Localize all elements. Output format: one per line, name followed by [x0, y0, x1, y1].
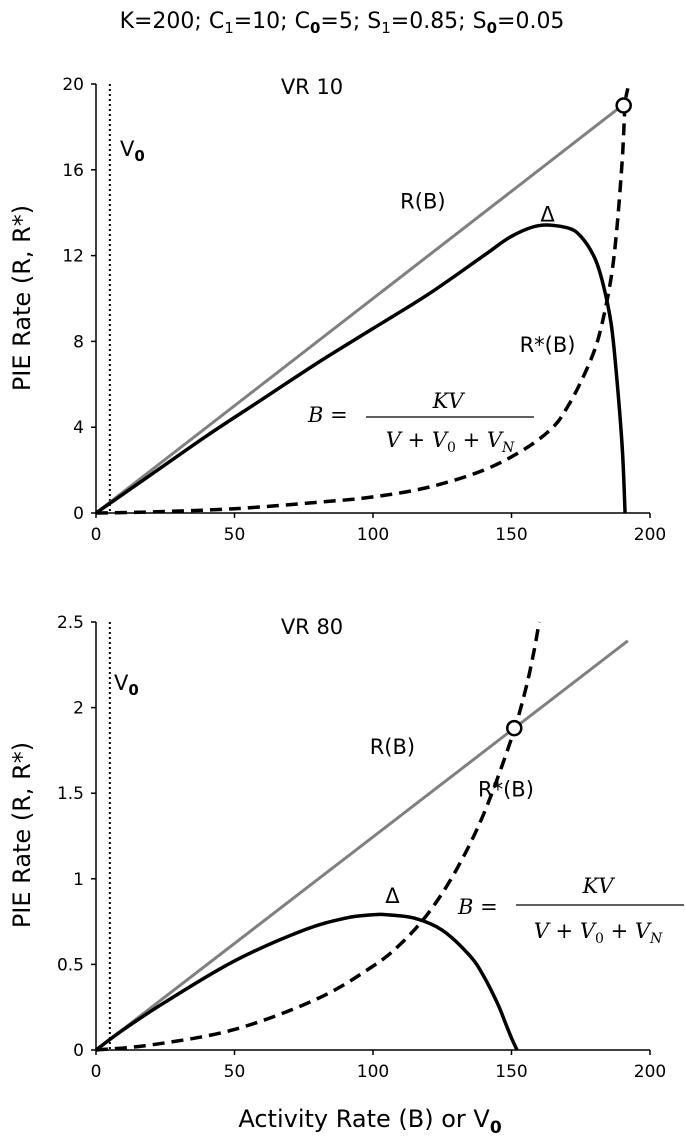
x-tick-label: 0: [91, 1062, 102, 1082]
formula-denominator: V + V0 + VN: [534, 919, 663, 947]
x-tick-labels: 0 50 100 150 200: [91, 1062, 667, 1082]
series-r-star-curve: [95, 87, 630, 515]
x-tick-label: 50: [224, 1062, 246, 1082]
annotation-delta: Δ: [385, 884, 400, 908]
x-axis-label: Activity Rate (B) or V0: [238, 1105, 501, 1138]
y-tick-label: 20: [62, 75, 84, 95]
tick-marks: [91, 83, 651, 518]
series-delta-curve: [94, 223, 627, 515]
x-tick-label: 200: [634, 525, 666, 545]
y-tick-label: 8: [73, 332, 84, 352]
series-r-star-curve: [95, 621, 541, 1052]
chart-title: VR 80: [281, 615, 343, 639]
annotation-r-of-b: R(B): [370, 735, 415, 759]
chart-panel-vr80: VR 80 PIE Rate (R, R*) 0 0.5 1 1.5 2 2.5 0 50 1…: [8, 613, 684, 1138]
chart-panel-vr10: VR 10 PIE Rate (R, R*) 0 4 8 12 16 20 0 50 100 1…: [8, 75, 666, 545]
formula-box: B = KV V + V0 + VN: [307, 389, 534, 456]
formula-numerator: KV: [582, 874, 616, 898]
series-delta-curve: [94, 912, 519, 1052]
formula-denominator: V + V0 + VN: [386, 428, 515, 456]
annotation-r-of-b: R(B): [400, 189, 445, 213]
x-tick-labels: 0 50 100 150 200: [91, 525, 667, 545]
figure-header: K=200; C1=10; C0=5; S1=0.85; S0=0.05: [120, 9, 565, 37]
y-tick-label: 12: [62, 247, 84, 267]
v0-label: V0: [120, 137, 145, 165]
y-tick-label: 4: [73, 418, 84, 438]
y-tick-labels: 0 4 8 12 16 20: [62, 75, 84, 524]
y-tick-label: 1.5: [57, 784, 84, 804]
chart-title: VR 10: [281, 75, 343, 99]
formula-lhs: B =: [457, 895, 498, 919]
annotation-r-star: R*(B): [478, 778, 534, 802]
y-tick-label: 0: [73, 504, 84, 524]
y-axis-label: PIE Rate (R, R*): [8, 742, 36, 928]
tick-marks: [91, 621, 651, 1055]
formula-lhs: B =: [307, 403, 348, 427]
x-tick-label: 150: [495, 1062, 527, 1082]
y-tick-label: 16: [62, 161, 84, 181]
annotation-delta: Δ: [540, 202, 555, 226]
formula-box: B = KV V + V0 + VN: [457, 874, 684, 947]
y-tick-label: 2: [73, 699, 84, 719]
x-tick-label: 100: [357, 525, 389, 545]
annotation-r-star: R*(B): [520, 333, 576, 357]
y-tick-label: 2.5: [57, 613, 84, 633]
y-tick-labels: 0 0.5 1 1.5 2 2.5: [57, 613, 84, 1061]
series-r-of-b-line: [95, 104, 624, 515]
x-tick-label: 100: [357, 1062, 389, 1082]
x-tick-label: 150: [495, 525, 527, 545]
y-tick-label: 1: [73, 870, 84, 890]
x-tick-label: 0: [91, 525, 102, 545]
formula-numerator: KV: [432, 389, 466, 413]
v0-label: V0: [114, 671, 139, 699]
series-r-of-b-line: [95, 639, 629, 1052]
y-axis-label: PIE Rate (R, R*): [8, 205, 36, 391]
x-tick-label: 50: [224, 525, 246, 545]
intersection-marker: [615, 97, 632, 114]
y-tick-label: 0.5: [57, 955, 84, 975]
intersection-marker: [506, 719, 523, 737]
x-tick-label: 200: [634, 1062, 666, 1082]
y-tick-label: 0: [73, 1041, 84, 1061]
